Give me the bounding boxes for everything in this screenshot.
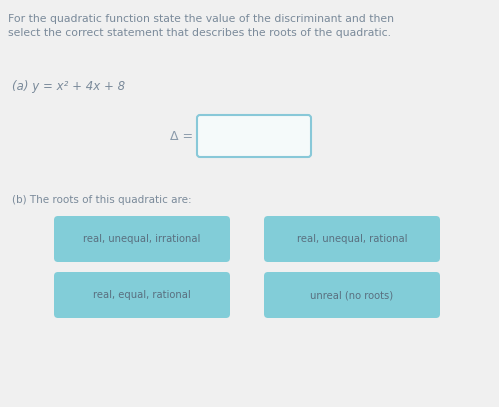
FancyBboxPatch shape xyxy=(264,216,440,262)
Text: (a) y = x² + 4x + 8: (a) y = x² + 4x + 8 xyxy=(12,80,125,93)
FancyBboxPatch shape xyxy=(264,272,440,318)
Text: For the quadratic function state the value of the discriminant and then: For the quadratic function state the val… xyxy=(8,14,394,24)
Text: Δ =: Δ = xyxy=(170,129,193,142)
Text: (b) The roots of this quadratic are:: (b) The roots of this quadratic are: xyxy=(12,195,192,205)
FancyBboxPatch shape xyxy=(54,272,230,318)
Text: real, unequal, irrational: real, unequal, irrational xyxy=(83,234,201,244)
FancyBboxPatch shape xyxy=(54,216,230,262)
Text: select the correct statement that describes the roots of the quadratic.: select the correct statement that descri… xyxy=(8,28,391,38)
Text: unreal (no roots): unreal (no roots) xyxy=(310,290,394,300)
Text: real, unequal, rational: real, unequal, rational xyxy=(297,234,407,244)
Text: real, equal, rational: real, equal, rational xyxy=(93,290,191,300)
FancyBboxPatch shape xyxy=(197,115,311,157)
